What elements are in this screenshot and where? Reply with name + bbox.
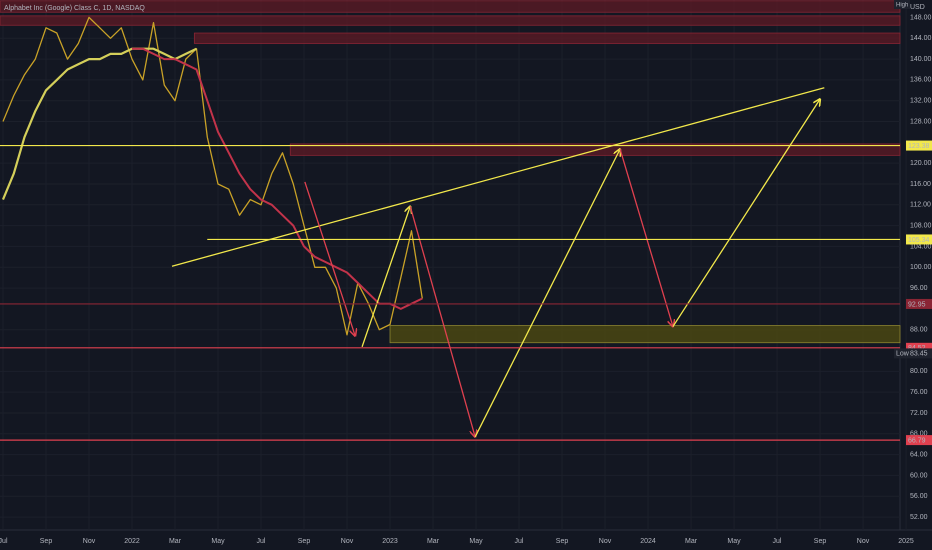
low-value: 83.45	[910, 351, 928, 358]
y-tick-label: 96.00	[910, 285, 928, 292]
price-line	[132, 47, 423, 310]
y-tick-label: 140.00	[910, 56, 932, 63]
level-label: 92.95	[908, 301, 926, 308]
x-tick-label: May	[727, 538, 741, 545]
level-label: 123.38	[908, 143, 930, 150]
y-tick-label: 104.00	[910, 243, 932, 250]
y-tick-label: 100.00	[910, 264, 932, 271]
y-tick-label: 80.00	[910, 368, 928, 375]
x-tick-label: 2024	[640, 538, 656, 545]
y-tick-label: 60.00	[910, 472, 928, 479]
y-tick-label: 148.00	[910, 14, 932, 21]
x-tick-label: 2025	[898, 538, 914, 545]
x-tick-label: Mar	[685, 538, 698, 545]
y-tick-label: 88.00	[910, 327, 928, 334]
y-tick-label: 76.00	[910, 389, 928, 396]
y-tick-label: 112.00	[910, 202, 931, 209]
y-tick-label: 136.00	[910, 77, 932, 84]
y-tick-label: 68.00	[910, 431, 928, 438]
y-tick-label: 144.00	[910, 35, 932, 42]
price-line	[2, 16, 423, 336]
low-box	[894, 348, 932, 359]
x-tick-label: Nov	[341, 538, 354, 545]
currency: USD	[910, 4, 925, 11]
projection-arrow	[304, 181, 355, 336]
y-tick-label: 72.00	[910, 410, 928, 417]
x-tick-label: May	[211, 538, 225, 545]
projection-arrow	[672, 99, 820, 327]
zone	[389, 325, 901, 344]
x-tick-label: May	[469, 538, 483, 545]
level-box	[906, 435, 932, 446]
level-box	[906, 140, 932, 151]
x-tick-label: 2022	[124, 538, 140, 545]
x-tick-label: Sep	[556, 538, 569, 545]
axes: 148.00 144.00 140.00 136.00 132.00 128.00 120.…	[0, 14, 932, 545]
high-box	[894, 0, 910, 9]
x-tick-label: Sep	[298, 538, 311, 545]
projection-arrow	[474, 149, 620, 438]
zone	[0, 15, 901, 26]
trendline	[171, 87, 825, 267]
level-box	[906, 298, 932, 309]
y-tick-label: 120.00	[910, 160, 932, 167]
projection-arrow	[361, 206, 410, 348]
y-tick-label: 64.00	[910, 451, 928, 458]
x-tick-label: 2023	[382, 538, 398, 545]
level-box	[906, 234, 932, 245]
x-tick-label: Nov	[599, 538, 612, 545]
x-tick-label: Nov	[83, 538, 96, 545]
y-tick-label: 108.00	[910, 222, 932, 229]
level-box	[906, 342, 932, 353]
level-label: 66.79	[908, 437, 926, 444]
x-tick-label: Jul	[773, 538, 782, 545]
chart-title: Alphabet Inc (Google) Class C, 1D, NASDA…	[4, 5, 145, 12]
y-tick-label: 52.00	[910, 514, 928, 521]
zone	[193, 32, 901, 44]
x-tick-label: Nov	[857, 538, 870, 545]
level-label: 105.34	[908, 237, 930, 244]
y-tick-label: 128.00	[910, 118, 932, 125]
x-tick-label: Sep	[40, 538, 53, 545]
low-label: Low	[896, 351, 910, 358]
x-tick-label: Sep	[814, 538, 827, 545]
zones	[0, 0, 901, 344]
x-tick-label: Jul	[257, 538, 266, 545]
x-tick-label: Jul	[515, 538, 524, 545]
grid	[0, 0, 906, 530]
price-line	[1, 47, 197, 201]
y-tick-label: 56.00	[910, 493, 928, 500]
y-tick-label: 116.00	[910, 181, 931, 188]
y-tick-label: 132.00	[910, 98, 932, 105]
high-label: High	[896, 3, 908, 9]
x-tick-label: Jul	[0, 538, 8, 545]
x-tick-label: Mar	[427, 538, 440, 545]
projection-arrow	[619, 148, 673, 326]
projection-arrow	[409, 206, 475, 437]
plot	[0, 16, 900, 441]
zone	[289, 143, 901, 156]
x-tick-label: Mar	[169, 538, 182, 545]
